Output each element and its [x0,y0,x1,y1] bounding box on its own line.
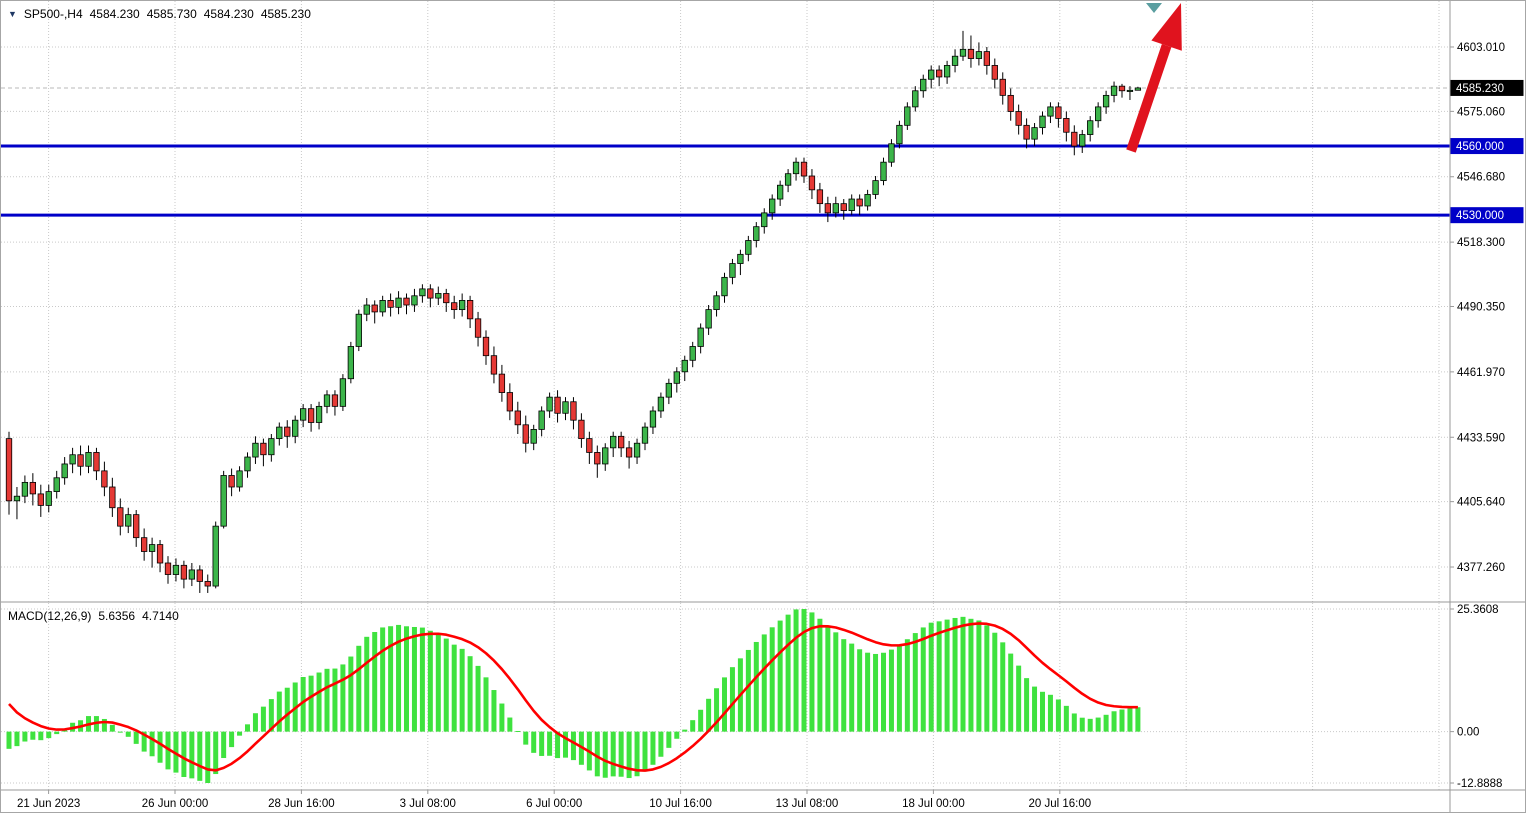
time-axis-label: 20 Jul 16:00 [1028,798,1091,810]
time-axis-label: 6 Jul 00:00 [526,798,582,810]
ohlc-high: 4585.730 [146,7,197,21]
time-axis-label: 26 Jun 00:00 [142,798,209,810]
price-axis-label: 4575.060 [1457,106,1505,118]
macd-label: MACD(12,26,9) [8,609,92,623]
chart-title-bar: ▼ SP500-,H4 4584.230 4585.730 4584.230 4… [8,7,311,21]
time-axis-label: 13 Jul 08:00 [776,798,839,810]
collapse-icon[interactable]: ▼ [8,8,17,19]
ohlc-open: 4584.230 [89,7,140,21]
symbol-period-label: SP500-,H4 [23,7,83,21]
down-triangle-marker[interactable] [1146,3,1162,13]
price-axis-label: 4433.590 [1457,432,1505,444]
price-axis-label: 4518.300 [1457,237,1505,249]
trend-arrow-head[interactable] [1151,3,1182,51]
price-axis-label: 4377.260 [1457,562,1505,574]
macd-indicator-header: MACD(12,26,9) 5.6356 4.7140 [8,609,179,623]
macd-histogram [6,609,1141,783]
trend-arrow-shaft[interactable] [1126,43,1172,153]
macd-signal-line [8,622,1138,772]
macd-value: 5.6356 [98,609,136,623]
price-axis-label: 4490.350 [1457,302,1505,314]
time-axis-label: 18 Jul 00:00 [902,798,965,810]
candlestick-series [5,30,1142,593]
time-axis-label: 3 Jul 08:00 [400,798,456,810]
macd-signal-value: 4.7140 [142,609,179,623]
current-price-tag [1450,79,1524,96]
level-price-tag-text: 4530.000 [1456,210,1504,222]
time-axis-label: 21 Jun 2023 [17,798,80,810]
macd-axis-max: 25.3608 [1457,604,1499,616]
current-price-tag-text: 4585.230 [1456,83,1504,95]
level-price-tag [1450,207,1524,224]
time-axis-label: 28 Jun 16:00 [268,798,335,810]
ohlc-close: 4585.230 [260,7,311,21]
price-axis-label: 4546.680 [1457,172,1505,184]
ohlc-low: 4584.230 [203,7,254,21]
level-price-tag [1450,138,1524,155]
macd-axis-min: -12.8888 [1457,778,1502,790]
macd-axis-zero: 0.00 [1457,727,1479,739]
price-axis-label: 4461.970 [1457,367,1505,379]
time-axis-label: 10 Jul 16:00 [649,798,712,810]
price-axis-label: 4603.010 [1457,42,1505,54]
price-axis-label: 4405.640 [1457,497,1505,509]
level-price-tag-text: 4560.000 [1456,141,1504,153]
